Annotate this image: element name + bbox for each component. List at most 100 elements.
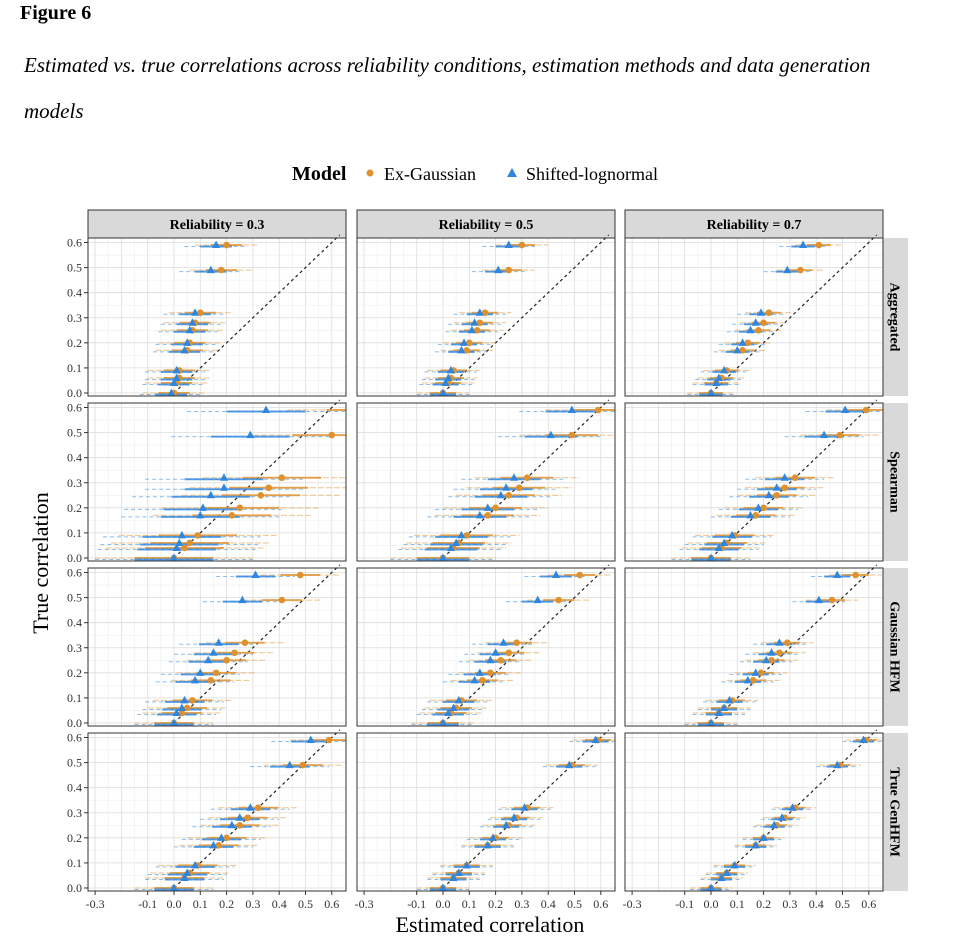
point-shifted-lognormal	[170, 883, 178, 891]
point-shifted-lognormal	[238, 595, 247, 604]
facet-strip-row	[883, 568, 908, 726]
point-shifted-lognormal	[183, 338, 192, 346]
point-shifted-lognormal	[494, 265, 503, 274]
y-tick-label: 0.5	[67, 756, 82, 770]
point-shifted-lognormal	[167, 388, 176, 396]
point-shifted-lognormal	[707, 388, 715, 396]
point-ex-gaussian	[183, 704, 191, 712]
figure-label: Figure 6	[20, 2, 92, 24]
point-ex-gaussian	[218, 266, 225, 274]
point-shifted-lognormal	[546, 430, 555, 439]
point-shifted-lognormal	[720, 365, 729, 374]
x-tick-label: 0.1	[730, 897, 745, 911]
facet-strip-column	[624, 209, 884, 239]
point-shifted-lognormal	[707, 718, 715, 726]
identity-reference-line	[442, 564, 610, 724]
point-shifted-lognormal	[439, 388, 447, 396]
point-ex-gaussian	[244, 814, 251, 822]
point-ex-gaussian	[236, 821, 244, 829]
point-ex-gaussian	[328, 431, 336, 439]
point-ex-gaussian	[231, 649, 238, 657]
facet-strip-column-label: Reliability = 0.5	[439, 218, 534, 233]
point-shifted-lognormal	[859, 735, 868, 744]
point-shifted-lognormal	[712, 378, 721, 386]
point-ex-gaussian	[765, 309, 773, 317]
y-tick-label: 0.1	[67, 691, 82, 705]
x-tick-label: 0.6	[593, 897, 608, 911]
legend-label: Ex-Gaussian	[384, 164, 476, 184]
point-shifted-lognormal	[486, 655, 495, 664]
identity-reference-line	[710, 564, 878, 724]
point-ex-gaussian	[815, 241, 823, 249]
point-shifted-lognormal	[180, 695, 189, 704]
y-tick-label: 0.4	[67, 616, 82, 630]
point-shifted-lognormal	[214, 638, 223, 646]
point-shifted-lognormal	[720, 703, 729, 711]
point-shifted-lognormal	[439, 883, 447, 891]
panel-background	[88, 238, 346, 396]
point-shifted-lognormal	[751, 840, 760, 849]
point-shifted-lognormal	[746, 325, 755, 334]
point-ex-gaussian	[186, 539, 194, 547]
point-shifted-lognormal	[439, 718, 447, 726]
point-shifted-lognormal	[717, 873, 726, 881]
panel-background	[625, 238, 883, 396]
x-tick-label: 0.0	[167, 897, 182, 911]
y-tick-label: 0.2	[67, 501, 82, 515]
point-shifted-lognormal	[707, 883, 715, 891]
y-tick-label: 0.3	[67, 641, 82, 655]
point-shifted-lognormal	[177, 703, 186, 711]
point-ex-gaussian	[278, 474, 286, 482]
point-shifted-lognormal	[457, 345, 466, 354]
facet-strip-column-label: Reliability = 0.3	[170, 218, 265, 233]
point-shifted-lognormal	[510, 473, 519, 481]
point-shifted-lognormal	[444, 708, 453, 716]
point-shifted-lognormal	[467, 325, 476, 334]
point-ex-gaussian	[178, 709, 186, 717]
point-ex-gaussian	[515, 484, 523, 492]
point-shifted-lognormal	[770, 820, 779, 829]
point-shifted-lognormal	[502, 820, 511, 829]
facet-strip-column	[87, 209, 347, 239]
x-tick-label: -0.1	[407, 897, 426, 911]
point-shifted-lognormal	[707, 553, 715, 561]
point-shifted-lognormal	[552, 570, 561, 579]
facet-strip-column-label: Reliability = 0.7	[707, 218, 802, 233]
point-shifted-lognormal	[746, 510, 755, 519]
panel-background	[88, 733, 346, 891]
point-ex-gaussian	[492, 504, 499, 512]
point-shifted-lognormal	[778, 813, 787, 821]
point-ex-gaussian	[576, 571, 584, 579]
point-shifted-lognormal	[180, 873, 189, 881]
panel-background	[88, 568, 346, 726]
point-ex-gaussian	[768, 656, 775, 664]
point-shifted-lognormal	[483, 840, 492, 849]
point-ex-gaussian	[828, 596, 836, 604]
x-tick-label: 0.5	[298, 897, 313, 911]
legend-marker-ex-gaussian	[366, 169, 374, 177]
point-ex-gaussian	[518, 241, 526, 249]
point-ex-gaussian	[299, 761, 307, 769]
point-shifted-lognormal	[756, 308, 765, 316]
point-ex-gaussian	[836, 431, 844, 439]
point-ex-gaussian	[481, 309, 489, 317]
point-ex-gaussian	[791, 474, 799, 482]
x-tick-label: 0.2	[219, 897, 234, 911]
y-tick-label: 0.5	[67, 426, 82, 440]
y-tick-label: 0.3	[67, 476, 82, 490]
point-ex-gaussian	[212, 669, 220, 677]
point-shifted-lognormal	[235, 813, 244, 821]
point-shifted-lognormal	[488, 833, 497, 841]
point-shifted-lognormal	[449, 703, 458, 711]
point-shifted-lognormal	[565, 760, 574, 769]
point-shifted-lognormal	[470, 318, 479, 326]
point-ex-gaussian	[749, 677, 757, 684]
point-ex-gaussian	[465, 339, 473, 347]
point-ex-gaussian	[479, 677, 486, 684]
point-shifted-lognormal	[285, 760, 294, 769]
y-tick-label: 0.0	[67, 551, 82, 565]
point-shifted-lognormal	[185, 325, 194, 334]
point-shifted-lognormal	[767, 648, 776, 656]
point-ex-gaussian	[555, 596, 563, 604]
